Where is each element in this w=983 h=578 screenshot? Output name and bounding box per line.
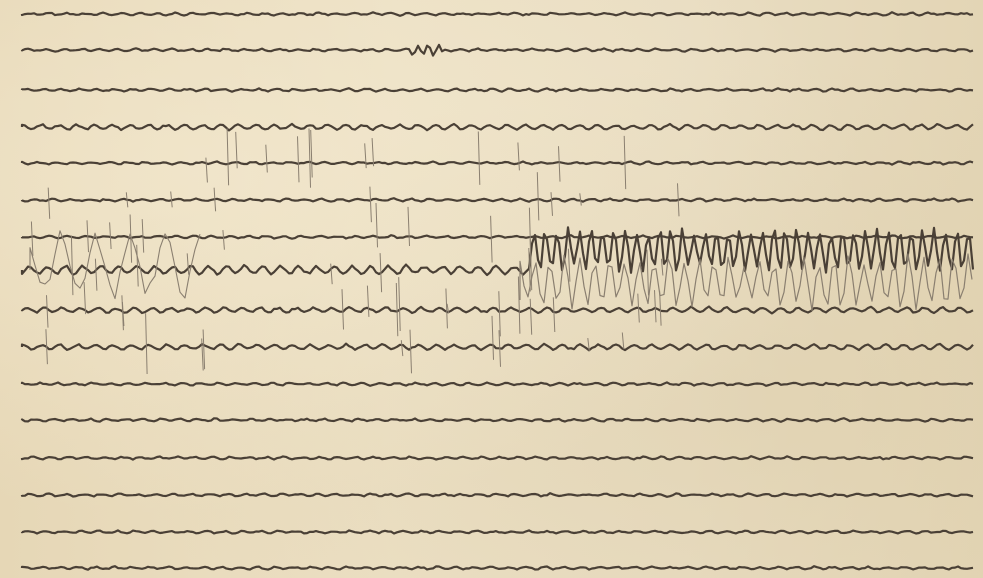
eeg-channel-trace	[20, 43, 974, 57]
eeg-spike-artifact	[129, 214, 133, 263]
eeg-channel-trace	[20, 197, 974, 203]
eeg-spike-artifact	[498, 330, 501, 367]
eeg-spike-artifact	[94, 258, 98, 291]
eeg-spike-artifact	[364, 143, 367, 169]
eeg-spike-artifact	[369, 186, 372, 223]
eeg-spike-artifact	[659, 290, 662, 326]
eeg-spike-artifact	[213, 187, 217, 212]
eeg-spike-artifact	[654, 290, 657, 323]
eeg-channel-trace	[20, 234, 974, 240]
eeg-spike-artifact	[222, 230, 225, 250]
eeg-spike-artifact	[265, 144, 268, 173]
eeg-spike-artifact	[375, 202, 378, 248]
eeg-spike-artifact	[409, 329, 412, 374]
eeg-spike-artifact	[498, 291, 501, 337]
eeg-spike-artifact	[407, 206, 410, 247]
eeg-spike-artifact	[660, 258, 664, 276]
eeg-spike-artifact	[46, 295, 49, 328]
eeg-spike-artifact	[297, 136, 300, 183]
eeg-spike-artifact	[30, 221, 34, 256]
eeg-spike-artifact	[235, 131, 238, 169]
eeg-spike-artifact	[623, 135, 627, 190]
eeg-channel-trace	[20, 381, 974, 387]
eeg-spike-artifact	[558, 146, 561, 182]
eeg-spike-artifact	[310, 129, 313, 178]
eeg-spike-artifact	[141, 219, 145, 253]
eeg-spike-artifact	[202, 329, 206, 370]
eeg-channel-trace	[20, 305, 974, 315]
eeg-spike-artifact	[445, 288, 448, 329]
eeg-spike-artifact	[490, 215, 493, 263]
eeg-spike-artifact	[47, 187, 51, 219]
eeg-spike-artifact	[477, 131, 481, 185]
eeg-spike-artifact	[136, 244, 139, 287]
eeg-channel-trace	[20, 492, 974, 498]
eeg-spike-artifact	[201, 338, 204, 371]
eeg-spike-artifact	[621, 332, 625, 350]
eeg-spike-artifact	[109, 222, 112, 250]
eeg-spike-artifact	[395, 282, 399, 337]
eeg-channel-trace	[20, 122, 974, 132]
eeg-spike-artifact	[552, 297, 556, 333]
eeg-spike-artifact	[677, 183, 680, 217]
eeg-spike-artifact	[587, 338, 590, 352]
eeg-channel-trace	[20, 417, 974, 423]
eeg-spike-artifact	[371, 138, 375, 167]
eeg-spike-artifact	[579, 193, 582, 206]
eeg-burst-overlay	[519, 253, 973, 311]
eeg-channel-trace	[20, 529, 974, 535]
eeg-spike-artifact	[170, 191, 173, 208]
eeg-spike-artifact	[186, 253, 190, 275]
eeg-spike-artifact	[121, 295, 124, 331]
eeg-spike-artifact	[145, 313, 148, 375]
eeg-spike-artifact	[491, 315, 494, 360]
eeg-spike-artifact	[567, 248, 571, 282]
eeg-channel-trace	[20, 226, 975, 277]
eeg-spike-artifact	[379, 253, 383, 293]
eeg-spike-artifact	[330, 263, 333, 285]
eeg-spike-artifact	[517, 142, 520, 171]
eeg-channel-trace	[20, 160, 974, 166]
eeg-spike-artifact	[646, 249, 649, 296]
eeg-spike-artifact	[366, 285, 370, 317]
eeg-channel-trace	[20, 342, 974, 352]
eeg-channel-trace	[20, 565, 974, 571]
eeg-spike-artifact	[86, 220, 89, 253]
eeg-spike-artifact	[637, 293, 640, 323]
eeg-spike-artifact	[341, 289, 344, 330]
eeg-spike-artifact	[226, 128, 230, 186]
eeg-channel-trace	[20, 87, 974, 93]
eeg-spike-artifact	[446, 303, 450, 314]
eeg-spike-artifact	[70, 235, 74, 296]
eeg-spike-artifact	[529, 298, 533, 335]
eeg-spike-artifact	[308, 128, 311, 188]
eeg-spike-artifact	[205, 157, 208, 183]
eeg-spike-artifact	[83, 282, 87, 315]
eeg-spike-artifact	[400, 340, 404, 357]
eeg-channel-trace	[20, 11, 974, 17]
eeg-channel-trace	[20, 455, 974, 461]
eeg-spike-artifact	[517, 276, 521, 334]
eeg-spike-artifact	[398, 277, 401, 332]
eeg-spike-artifact	[45, 329, 48, 365]
eeg-spike-artifact	[536, 172, 540, 221]
eeg-spike-artifact	[550, 192, 553, 216]
eeg-left-slow-wave	[29, 230, 201, 300]
eeg-spike-artifact	[125, 192, 129, 208]
